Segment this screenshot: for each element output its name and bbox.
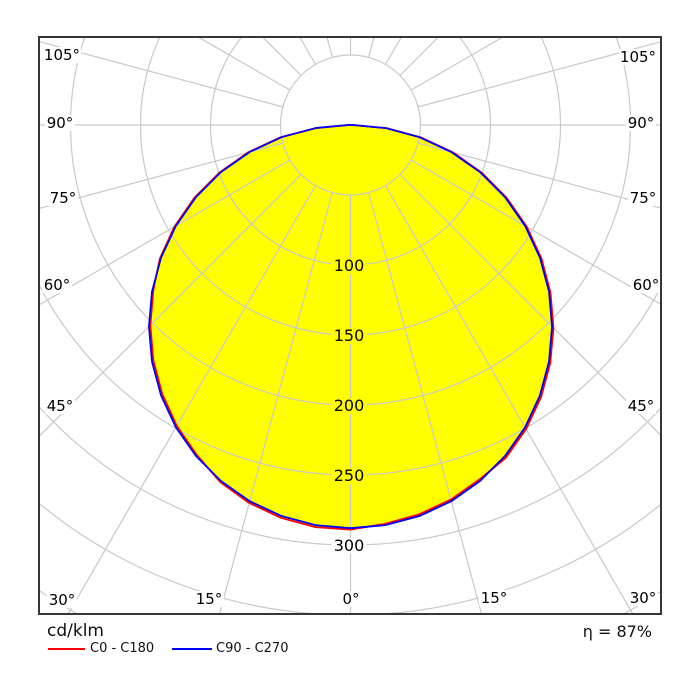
grid-ray bbox=[399, 174, 660, 436]
grid-ray bbox=[40, 159, 291, 305]
ring-label: 150 bbox=[334, 326, 365, 345]
angle-label: 30° bbox=[630, 589, 657, 607]
angle-label-box bbox=[626, 115, 656, 131]
efficiency-value: η = 87% bbox=[582, 622, 652, 641]
grid-ray bbox=[219, 192, 333, 613]
legend-line-c0-c180 bbox=[48, 648, 85, 650]
grid-ray bbox=[40, 174, 302, 437]
grid-ray bbox=[410, 38, 503, 91]
angle-label: 75° bbox=[630, 189, 657, 207]
ring-label: 250 bbox=[334, 466, 365, 485]
angle-label-box bbox=[47, 592, 77, 608]
legend-line-c90-c270 bbox=[172, 648, 212, 650]
angle-label: 105° bbox=[620, 48, 656, 66]
angle-label: 15° bbox=[196, 590, 223, 608]
angle-label-box bbox=[479, 590, 509, 606]
legend-label-c90-c270: C90 - C270 bbox=[216, 641, 289, 656]
legend-label-c0-c180: C0 - C180 bbox=[90, 641, 155, 656]
angle-label: 45° bbox=[628, 397, 655, 415]
ring-label-box bbox=[331, 538, 367, 554]
grid-ray bbox=[368, 192, 482, 613]
curve-c90-c270 bbox=[148, 124, 553, 530]
angle-label-box bbox=[194, 591, 224, 607]
ring-label: 200 bbox=[334, 396, 365, 415]
angle-label-box bbox=[628, 190, 658, 206]
angle-label: 90° bbox=[628, 114, 655, 132]
ring-label-box bbox=[331, 258, 367, 274]
angle-label: 105° bbox=[44, 46, 80, 64]
angle-label: 30° bbox=[49, 591, 76, 609]
ring-label-box bbox=[331, 398, 367, 414]
grid-ray bbox=[368, 38, 375, 58]
angle-label: 45° bbox=[47, 397, 74, 415]
angle-label-box bbox=[631, 277, 661, 293]
ring-label-box bbox=[331, 328, 367, 344]
angle-label-box bbox=[45, 398, 75, 414]
grid-ray bbox=[40, 142, 284, 209]
angle-label: 60° bbox=[633, 276, 660, 294]
angle-label: 0° bbox=[342, 590, 359, 608]
angle-label-box bbox=[619, 49, 657, 65]
angle-label-box bbox=[340, 591, 362, 607]
angle-label-box bbox=[45, 115, 75, 131]
grid-ray bbox=[326, 38, 333, 58]
ring-label: 100 bbox=[334, 256, 365, 275]
angle-label: 15° bbox=[481, 589, 508, 607]
angle-label-box bbox=[626, 398, 656, 414]
grid-ray bbox=[198, 38, 291, 91]
angle-label-box bbox=[628, 590, 658, 606]
polar-intensity-chart: 105° 90° 75° 60° 45° 30° 15° 0° 15° 30° 45° 60° 75° 9… bbox=[38, 36, 662, 615]
plot-border bbox=[38, 36, 662, 615]
grid-ray bbox=[417, 142, 660, 209]
grid-ray bbox=[410, 159, 660, 305]
grid-ray bbox=[417, 41, 660, 108]
ring-label-box bbox=[331, 468, 367, 484]
polar-chart-svg: 105° 90° 75° 60° 45° 30° 15° 0° 15° 30° 45° 60° 75° 9… bbox=[38, 36, 662, 615]
angle-label-box bbox=[48, 190, 78, 206]
angle-label: 75° bbox=[50, 189, 77, 207]
angle-label: 60° bbox=[44, 276, 71, 294]
ring-label: 300 bbox=[334, 536, 365, 555]
unit-label: cd/klm bbox=[47, 621, 104, 641]
angle-label: 90° bbox=[47, 114, 74, 132]
grid-ray bbox=[40, 41, 284, 108]
angle-label-box bbox=[42, 277, 72, 293]
angle-label-box bbox=[43, 47, 81, 63]
labels: 105° 90° 75° 60° 45° 30° 15° 0° 15° 30° 45° 60° 75° 9… bbox=[42, 46, 661, 609]
